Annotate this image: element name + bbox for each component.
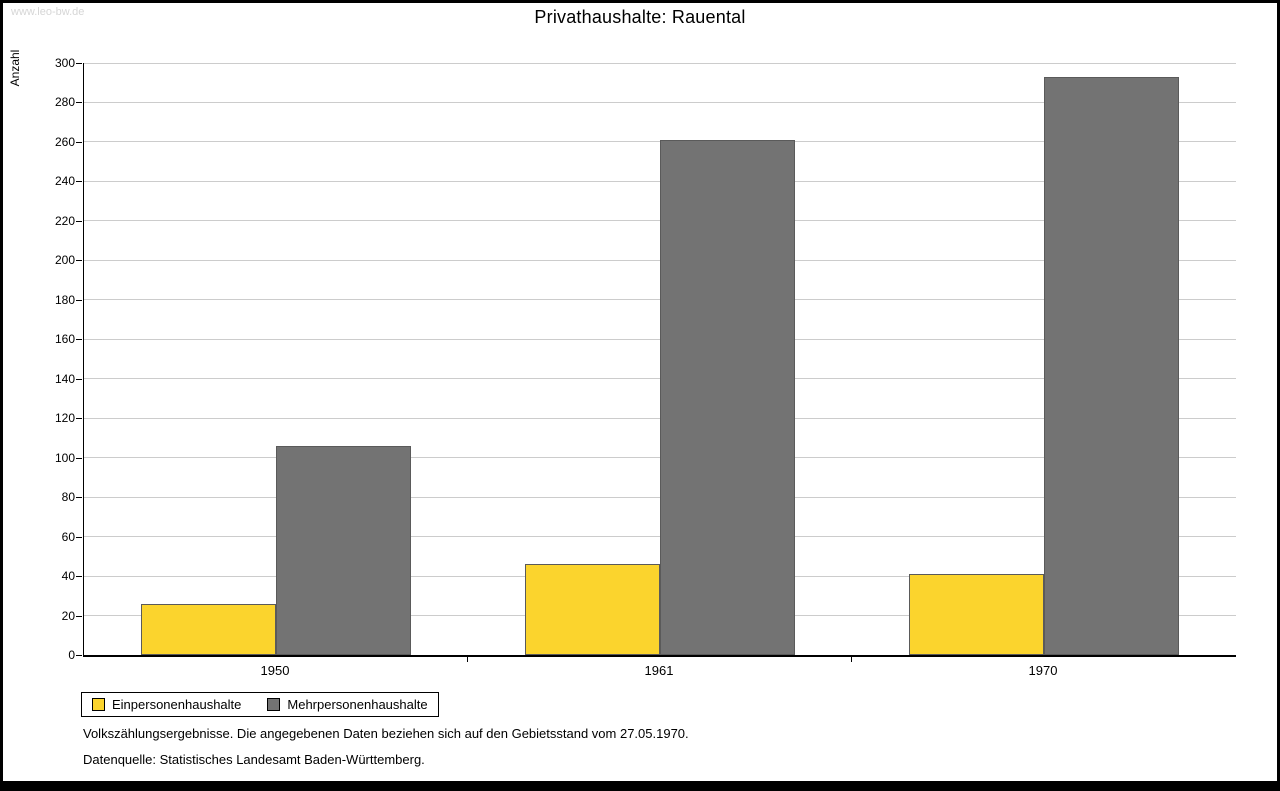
watermark: www.leo-bw.de	[11, 6, 85, 18]
y-tick-label: 200	[54, 253, 75, 268]
legend-item-einpersonenhaushalte: Einpersonenhaushalte	[92, 697, 241, 712]
y-tick-label: 100	[54, 450, 75, 465]
legend-swatch-mehrpersonenhaushalte	[267, 698, 281, 711]
footnote-line-1: Volkszählungsergebnisse. Die angegebenen…	[83, 726, 689, 741]
y-tick	[76, 655, 82, 656]
y-tick	[76, 141, 82, 143]
y-tick-label: 80	[61, 490, 75, 505]
bar-mehrpersonenhaushalte-1970	[1044, 76, 1179, 655]
x-tick	[851, 657, 852, 662]
gridline	[84, 101, 1236, 103]
bar-einpersonenhaushalte-1950	[141, 603, 276, 655]
y-tick-label: 300	[54, 56, 75, 70]
y-tick	[76, 299, 82, 301]
legend-label-einpersonenhaushalte: Einpersonenhaushalte	[112, 697, 242, 712]
page-title: Privathaushalte: Rauental	[534, 7, 746, 27]
y-tick-label: 180	[54, 292, 75, 307]
y-tick-label: 220	[54, 213, 75, 228]
y-tick-label: 280	[54, 95, 75, 110]
y-tick	[76, 260, 82, 262]
bar-mehrpersonenhaushalte-1961	[660, 139, 795, 655]
y-tick	[76, 102, 82, 104]
y-tick-label: 160	[54, 332, 75, 347]
footnote-line-2: Datenquelle: Statistisches Landesamt Bad…	[83, 752, 425, 767]
y-tick-label: 120	[54, 411, 75, 426]
y-tick	[76, 576, 82, 578]
y-axis-label: Anzahl	[8, 49, 22, 87]
y-tick	[76, 220, 82, 222]
y-tick	[76, 457, 82, 459]
y-tick-label: 140	[54, 371, 75, 386]
x-category-label-1961: 1961	[644, 663, 674, 678]
y-tick	[76, 339, 82, 341]
legend-swatch-einpersonenhaushalte	[92, 698, 105, 711]
bar-einpersonenhaushalte-1970	[909, 574, 1044, 655]
y-tick	[76, 63, 82, 64]
x-tick	[467, 657, 468, 662]
gridline	[84, 62, 1236, 64]
y-tick-label: 60	[61, 529, 75, 544]
y-tick-label: 240	[54, 174, 75, 189]
y-tick-label: 260	[54, 134, 75, 149]
legend: Einpersonenhaushalte Mehrpersonenhaushal…	[81, 692, 439, 717]
plot-area	[83, 62, 1236, 657]
y-tick-label: 40	[61, 569, 75, 584]
bar-einpersonenhaushalte-1961	[525, 564, 660, 655]
y-tick	[76, 536, 82, 538]
y-tick	[76, 497, 82, 499]
y-tick-label: 0	[68, 648, 75, 662]
x-category-label-1970: 1970	[1028, 663, 1058, 678]
y-tick	[76, 418, 82, 420]
legend-item-mehrpersonenhaushalte: Mehrpersonenhaushalte	[267, 697, 428, 712]
x-category-label-1950: 1950	[260, 663, 290, 678]
y-tick	[76, 378, 82, 380]
y-tick-label: 20	[61, 608, 75, 623]
bar-mehrpersonenhaushalte-1950	[276, 445, 411, 655]
y-tick	[76, 181, 82, 183]
legend-label-mehrpersonenhaushalte: Mehrpersonenhaushalte	[287, 697, 428, 712]
y-tick	[76, 615, 82, 617]
